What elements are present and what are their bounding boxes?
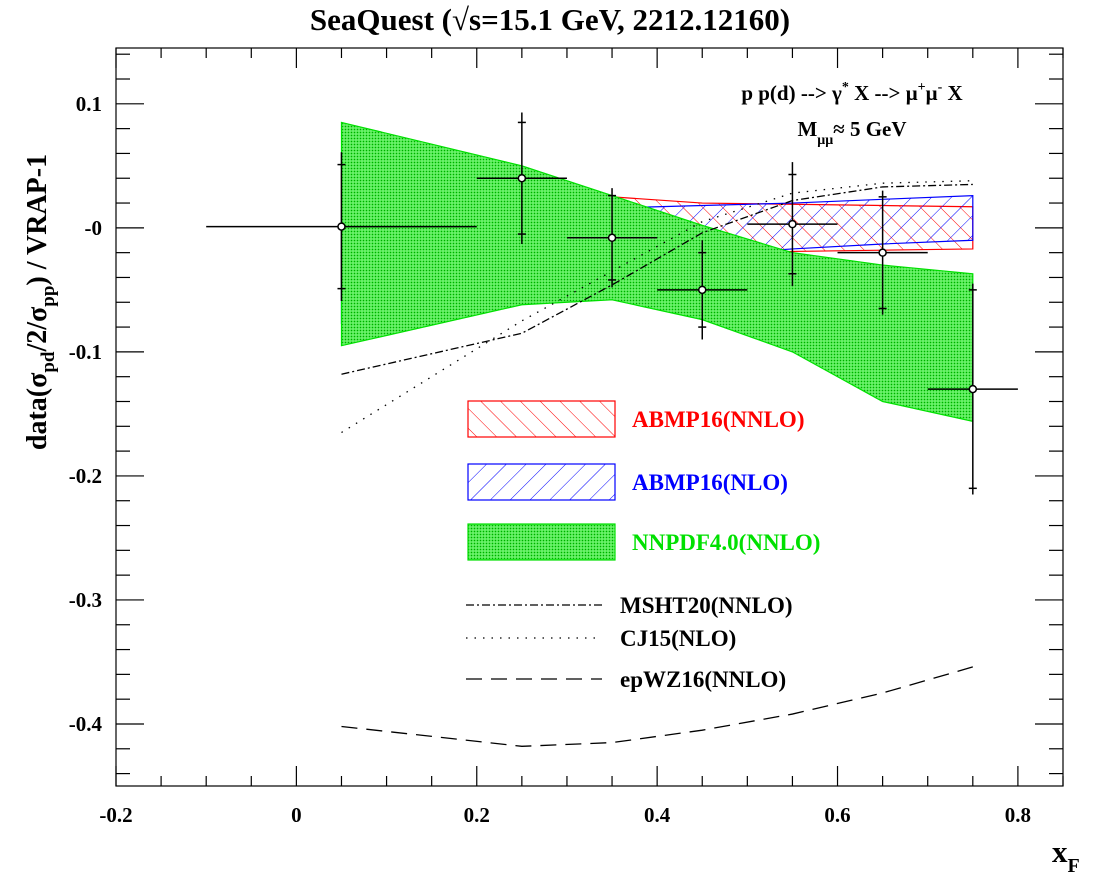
data-point xyxy=(968,384,978,394)
chart-title: SeaQuest (√s=15.1 GeV, 2212.12160) xyxy=(310,2,790,37)
data-point xyxy=(337,222,346,231)
bands-layer xyxy=(340,121,974,423)
legend-label-abmp16-nlo: ABMP16(NLO) xyxy=(632,470,788,495)
legend-swatch-nnpdf4-0-nnlo xyxy=(467,523,616,561)
x-tick-label: 0.6 xyxy=(824,803,850,827)
legend-label-epwz16-nnlo: epWZ16(NNLO) xyxy=(620,667,786,692)
y-axis-label: data(σpd/2/σpp) / VRAP-1 xyxy=(22,154,59,450)
data-point xyxy=(788,219,797,229)
curve-epwz16-nnlo xyxy=(341,666,973,747)
legend-label-msht20-nnlo: MSHT20(NNLO) xyxy=(620,593,793,618)
data-point xyxy=(878,248,887,257)
legend: ABMP16(NNLO) ABMP16(NLO) NNPDF4.0(NNLO) MSH… xyxy=(466,400,820,692)
y-tick-label: 0.1 xyxy=(76,92,102,116)
legend-swatch-abmp16-nnlo xyxy=(467,400,616,438)
legend-label-cj15-nlo: CJ15(NLO) xyxy=(620,626,736,651)
x-tick-label: 0.4 xyxy=(644,803,671,827)
y-tick-label: -0.4 xyxy=(69,712,103,736)
x-tick-label: -0.2 xyxy=(99,803,132,827)
x-axis-label: xF xyxy=(1052,834,1080,877)
x-tick-label: 0.8 xyxy=(1005,803,1031,827)
plot-frame xyxy=(115,47,1064,787)
legend-label-nnpdf4-0-nnlo: NNPDF4.0(NNLO) xyxy=(632,530,820,555)
annotation-mass: Mμμ≈ 5 GeV xyxy=(797,117,906,148)
annotation-process: p p(d) --> γ* X --> μ+μ- X xyxy=(741,80,962,105)
annotation: p p(d) --> γ* X --> μ+μ- X Mμμ≈ 5 GeV xyxy=(741,80,962,148)
y-tick-label: -0.1 xyxy=(69,340,102,364)
band-nnpdf4-0-nnlo xyxy=(340,121,974,423)
axes-layer: -0.2 0 0.2 0.4 0.6 0.8 -0.4 -0.3 -0.2 -0.1 -0 0.1 xyxy=(69,48,1064,827)
y-tick-label: -0 xyxy=(85,216,103,240)
legend-label-abmp16-nnlo: ABMP16(NNLO) xyxy=(632,407,804,432)
y-tick-label: -0.3 xyxy=(69,588,102,612)
data-points-layer xyxy=(206,112,1018,495)
curves-layer xyxy=(341,180,973,747)
y-tick-label: -0.2 xyxy=(69,464,102,488)
curve-msht20-nnlo xyxy=(341,183,973,375)
x-tick-label: 0 xyxy=(291,803,302,827)
legend-swatch-abmp16-nlo xyxy=(467,463,616,501)
data-point xyxy=(607,233,617,243)
data-point xyxy=(697,285,707,295)
x-tick-label: 0.2 xyxy=(464,803,490,827)
data-point xyxy=(517,173,527,183)
